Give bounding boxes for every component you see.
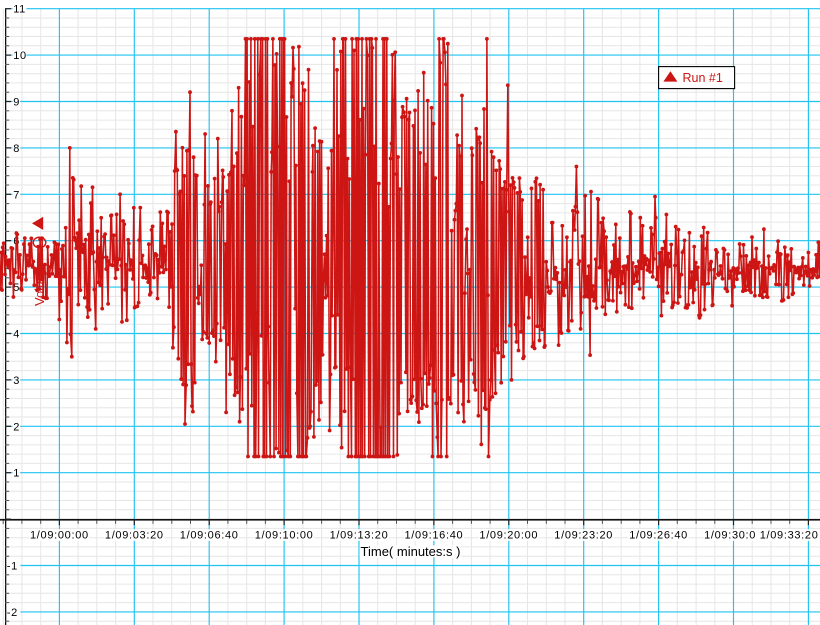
svg-text:1/09:33:20: 1/09:33:20 — [760, 530, 819, 542]
svg-text:1/09:16:40: 1/09:16:40 — [405, 530, 464, 542]
svg-text:10: 10 — [13, 50, 27, 62]
svg-text:2: 2 — [13, 421, 20, 433]
svg-text:5: 5 — [13, 282, 20, 294]
svg-text:1/09:13:20: 1/09:13:20 — [330, 530, 389, 542]
svg-text:7: 7 — [13, 189, 20, 201]
svg-text:1: 1 — [13, 468, 20, 480]
svg-text:1/09:20:00: 1/09:20:00 — [479, 530, 538, 542]
svg-text:1/09:23:20: 1/09:23:20 — [554, 530, 613, 542]
svg-text:Time( minutes:s ): Time( minutes:s ) — [361, 544, 461, 559]
svg-text:-2: -2 — [7, 607, 18, 619]
svg-text:8: 8 — [13, 143, 20, 155]
svg-text:11: 11 — [13, 4, 26, 16]
svg-text:-1: -1 — [7, 561, 18, 573]
svg-text:1/09:30:00: 1/09:30:00 — [704, 530, 763, 542]
svg-text:Run #1: Run #1 — [683, 71, 723, 85]
svg-text:3: 3 — [13, 375, 20, 387]
svg-text:9: 9 — [13, 97, 20, 109]
svg-text:1/09:10:00: 1/09:10:00 — [255, 530, 314, 542]
svg-text:1/09:26:40: 1/09:26:40 — [629, 530, 688, 542]
svg-text:1/09:06:40: 1/09:06:40 — [180, 530, 239, 542]
svg-text:4: 4 — [13, 329, 20, 341]
svg-text:1/09:00:00: 1/09:00:00 — [30, 530, 89, 542]
svg-text:1/09:03:20: 1/09:03:20 — [105, 530, 164, 542]
